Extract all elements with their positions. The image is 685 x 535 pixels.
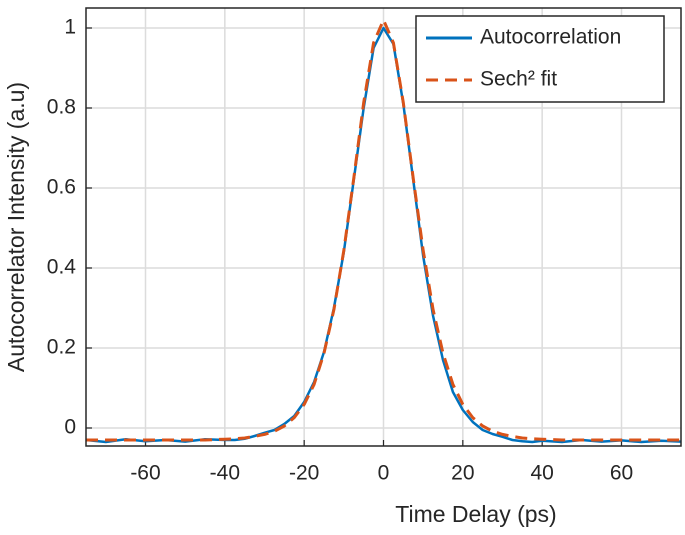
y-tick-label: 1 [64,16,76,39]
series-line [85,26,682,444]
x-tick-label: 20 [451,462,474,485]
y-tick-label: 0.8 [47,96,76,119]
legend-box [415,15,665,103]
y-tick-label: 0.2 [47,336,76,359]
plot-frame [85,7,682,447]
x-tick-label: 40 [530,462,553,485]
y-tick-label: 0 [64,416,76,439]
x-axis-label: Time Delay (ps) [395,501,556,527]
x-tick-label: -20 [289,462,319,485]
y-tick-label: 0.6 [47,176,76,199]
series-line [86,18,681,442]
legend-label: Sech² fit [480,68,557,91]
x-tick-label: 60 [610,462,633,485]
y-tick-label: 0.4 [47,256,77,279]
y-axis-label: Autocorrelator Intensity (a.u) [3,82,29,372]
legend-label: Autocorrelation [480,26,621,49]
x-tick-label: 0 [378,462,390,485]
x-tick-label: -40 [210,462,240,485]
x-tick-label: -60 [130,462,160,485]
